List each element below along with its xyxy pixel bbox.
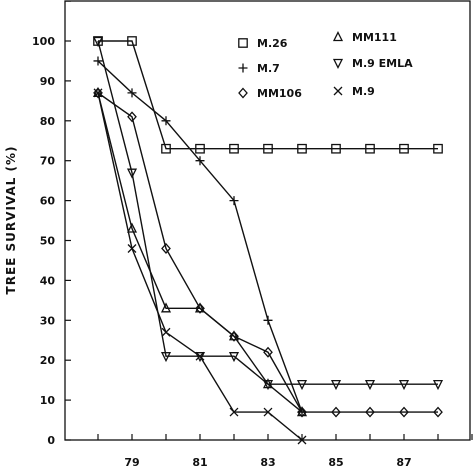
data-point-m-9 [195,351,205,361]
legend-label-m-7: M.7 [257,62,280,75]
series-line-mm106 [97,92,438,413]
data-point-m-26 [433,143,443,154]
data-point-m-7 [127,88,137,98]
data-point-m-26 [399,143,409,154]
series-line-m-26 [98,40,438,150]
series-layer [92,36,444,445]
series-mm111 [92,86,308,417]
data-point-mm111 [296,406,308,417]
series-m-9 [93,88,307,445]
data-point-mm106 [433,406,443,418]
data-point-m-7 [161,116,171,126]
x-tick-label: 83 [260,456,275,468]
data-point-m-26 [195,143,205,154]
legend-label-mm106: MM106 [257,87,302,100]
data-point-m-9 [297,435,307,445]
legend-marker-mm106 [238,87,248,99]
x-tick-label: 87 [396,456,411,468]
data-point-m-26 [365,143,375,154]
data-point-mm106 [161,243,171,254]
y-tick-label: 40 [40,274,56,287]
legend: M.26 M.7 MM106 MM111 M.9 EMLA M.9 [238,31,413,100]
data-point-mm106 [127,111,137,123]
y-tick-label: 80 [40,115,56,128]
legend-marker-mm111 [332,31,344,42]
y-tick-label: 30 [40,314,56,327]
y-tick-label: 100 [32,35,55,48]
data-point-mm106 [263,346,273,358]
data-point-mm106 [195,302,205,314]
data-point-m-9-emla [194,352,206,363]
data-point-m-9-emla [126,168,138,179]
x-tick-label: 85 [328,456,343,468]
data-point-m-7 [195,156,205,166]
data-point-m-7 [263,315,273,325]
data-point-m-9-emla [330,379,342,391]
data-point-m-26 [229,143,239,154]
y-tick-label: 60 [40,195,56,208]
data-point-m-26 [161,143,171,154]
data-point-mm111 [228,330,240,341]
y-tick-label: 70 [40,155,56,168]
legend-label-mm111: MM111 [352,31,397,44]
data-point-mm106 [399,406,409,418]
y-tick-label: 50 [40,235,56,248]
y-tick-label: 90 [40,75,56,88]
series-m-26 [93,36,443,154]
x-tick-label: 81 [192,456,207,468]
legend-item-mm106: MM106 [238,87,302,100]
data-point-m-9 [127,244,137,253]
y-tick-label: 10 [40,394,56,407]
legend-marker-m-9-emla [332,58,344,69]
data-point-m-9-emla [398,379,410,391]
data-point-m-7 [93,56,103,66]
series-m-9-emla [92,36,444,391]
data-point-m-9-emla [432,379,444,391]
data-point-m-26 [263,143,273,154]
data-point-m-9 [263,407,273,417]
y-tick-label: 20 [40,354,56,367]
data-point-m-9-emla [364,379,376,391]
legend-item-m-26: M.26 [238,37,288,50]
data-point-m-9 [229,407,239,417]
data-point-m-9-emla [92,36,104,47]
series-mm106 [93,87,443,418]
data-point-mm111 [126,222,138,233]
data-point-m-9-emla [262,379,274,391]
legend-label-m-9-emla: M.9 EMLA [352,57,413,70]
data-point-m-9-emla [228,352,240,363]
legend-marker-m-26 [238,38,248,48]
legend-item-mm111: MM111 [332,31,397,44]
data-point-m-26 [331,143,341,154]
data-point-mm106 [331,406,341,418]
legend-label-m-26: M.26 [257,37,288,50]
data-point-m-9-emla [296,379,308,391]
series-m-7 [93,56,307,417]
data-point-m-26 [297,143,307,154]
y-axis-title: TREE SURVIVAL (%) [4,146,18,295]
data-point-m-26 [127,36,137,46]
data-point-m-9 [161,327,171,337]
legend-label-m-9: M.9 [352,85,375,98]
legend-marker-m-7 [238,63,248,73]
data-point-mm106 [93,87,103,99]
axis-ticks: 0 10 20 30 40 50 60 70 80 90 100 79 81 83 85 87 [32,0,473,468]
x-tick-label: 79 [124,456,139,468]
data-point-mm111 [92,86,104,98]
y-tick-label: 0 [47,434,55,447]
legend-item-m-9-emla: M.9 EMLA [332,57,413,70]
legend-item-m-9: M.9 [333,85,375,98]
series-line-m-9-emla [97,40,438,385]
data-point-mm111 [194,302,206,313]
legend-marker-m-9 [333,86,343,96]
data-point-mm106 [365,406,375,418]
data-point-m-7 [229,196,239,206]
legend-item-m-7: M.7 [238,62,280,75]
data-point-m-9-emla [160,352,172,363]
data-point-m-9 [93,88,103,98]
data-point-mm111 [160,302,172,313]
